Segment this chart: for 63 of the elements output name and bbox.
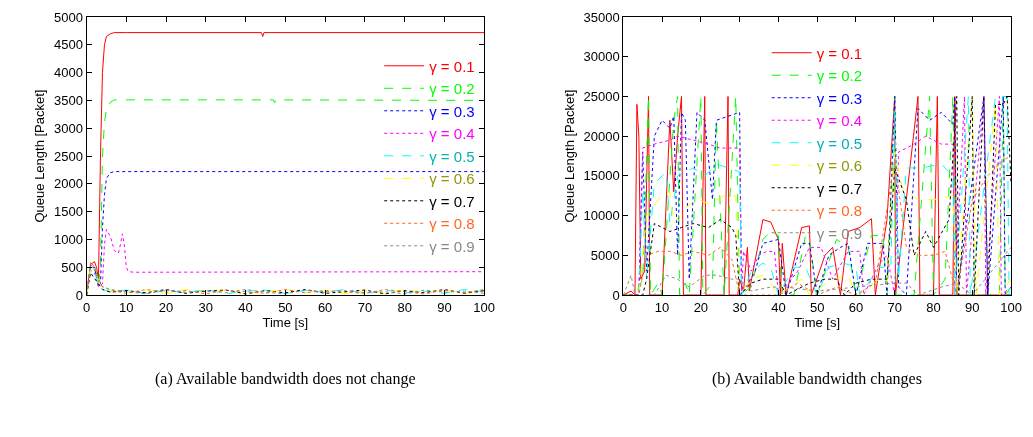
x-tick-label: 30 <box>732 299 747 315</box>
x-tick-label: 70 <box>887 299 902 315</box>
y-tick-label: 25000 <box>583 89 620 105</box>
x-tick-label: 40 <box>771 299 786 315</box>
x-tick-label: 40 <box>238 299 253 315</box>
legend-label: γ = 0.8 <box>816 202 863 220</box>
x-tick-label: 20 <box>693 299 709 315</box>
y-tick-label: 2500 <box>54 148 83 164</box>
legend-label: γ = 0.1 <box>429 57 475 75</box>
y-tick-label: 30000 <box>583 49 620 65</box>
legend-label: γ = 0.6 <box>429 170 475 188</box>
y-tick-label: 2000 <box>54 176 83 192</box>
legend-label: γ = 0.7 <box>429 192 475 210</box>
legend-label: γ = 0.9 <box>429 237 475 255</box>
text: (a) Available bandwidth does not change <box>155 370 416 388</box>
x-tick-label: 60 <box>317 299 333 315</box>
x-axis-title: Time [s] <box>262 315 309 331</box>
legend-label: γ = 0.8 <box>429 215 475 233</box>
line-series <box>623 246 1012 296</box>
y-tick-label: 4500 <box>54 37 83 53</box>
legend-label: γ = 0.5 <box>429 147 475 165</box>
legend-label: γ = 0.3 <box>429 102 475 120</box>
x-tick-label: 80 <box>926 299 941 315</box>
y-tick-label: 3500 <box>54 92 83 108</box>
y-tick-label: 500 <box>61 259 83 275</box>
x-axis-title: Time [s] <box>794 315 841 331</box>
y-tick-label: 5000 <box>54 9 83 25</box>
y-tick-label: 20000 <box>583 128 620 144</box>
legend-label: γ = 0.1 <box>816 44 863 62</box>
legend-label: γ = 0.3 <box>816 89 863 107</box>
x-tick-label: 10 <box>654 299 670 315</box>
legend-label: γ = 0.5 <box>816 134 863 152</box>
x-tick-label: 20 <box>158 299 174 315</box>
text: (b) Available bandwidth changes <box>712 370 922 388</box>
x-tick-label: 80 <box>397 299 412 315</box>
y-tick-label: 1000 <box>54 231 83 247</box>
x-tick-label: 90 <box>965 299 980 315</box>
y-axis-title: Queue Length [Packet] <box>561 89 577 223</box>
x-tick-label: 30 <box>198 299 214 315</box>
x-tick-label: 70 <box>357 299 373 315</box>
y-tick-label: 0 <box>612 287 620 303</box>
y-tick-label: 0 <box>75 287 83 303</box>
y-tick-label: 1500 <box>54 204 83 220</box>
y-tick-label: 4000 <box>54 65 83 81</box>
x-tick-label: 100 <box>473 299 496 315</box>
y-tick-label: 15000 <box>583 168 620 184</box>
legend-label: γ = 0.4 <box>429 125 475 143</box>
x-tick-label: 10 <box>119 299 134 315</box>
y-axis-title: Queue Length [Packet] <box>31 89 47 223</box>
legend-label: γ = 0.4 <box>816 112 863 130</box>
x-tick-label: 90 <box>437 299 452 315</box>
x-tick-label: 50 <box>809 299 825 315</box>
legend-label: γ = 0.2 <box>429 80 475 98</box>
x-tick-label: 60 <box>848 299 864 315</box>
legend-label: γ = 0.2 <box>816 67 863 85</box>
legend-label: γ = 0.6 <box>816 157 863 175</box>
x-tick-label: 50 <box>278 299 293 315</box>
y-tick-label: 5000 <box>590 247 620 263</box>
y-tick-label: 35000 <box>583 9 620 25</box>
x-tick-label: 100 <box>1000 299 1022 315</box>
y-tick-label: 10000 <box>583 208 620 224</box>
legend-label: γ = 0.7 <box>816 179 863 197</box>
y-tick-label: 3000 <box>54 120 83 136</box>
